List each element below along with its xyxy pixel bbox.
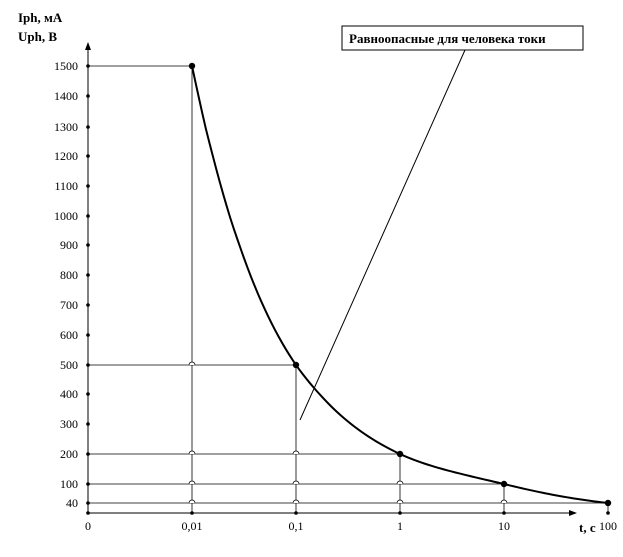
y-tick-mark xyxy=(86,273,90,277)
y-tick-label: 700 xyxy=(60,298,78,312)
y-tick-label: 1300 xyxy=(54,120,78,134)
x-tick-label: 10 xyxy=(498,519,510,533)
y-tick-label: 800 xyxy=(60,268,78,282)
x-tick-mark xyxy=(502,511,506,515)
x-tick-label: 0 xyxy=(85,519,91,533)
guide-crossing-hop xyxy=(188,361,196,366)
data-point xyxy=(500,480,508,488)
y-tick-mark xyxy=(86,333,90,337)
y-axis-label-line2: Uph, В xyxy=(18,29,57,44)
x-tick-label: 1 xyxy=(397,519,403,533)
y-tick-label: 1200 xyxy=(54,149,78,163)
data-points xyxy=(188,62,612,507)
y-axis-label-line1: Iph, мА xyxy=(18,10,63,25)
guide-crossing-hop xyxy=(188,450,196,455)
y-tick-label: 900 xyxy=(60,238,78,252)
guide-crossing-hop xyxy=(396,480,404,485)
y-tick-label: 1400 xyxy=(54,89,78,103)
series-line xyxy=(191,65,609,504)
y-tick-label: 1100 xyxy=(54,179,78,193)
y-tick-label: 40 xyxy=(66,496,78,510)
x-tick-mark xyxy=(294,511,298,515)
ticks xyxy=(86,64,610,515)
y-tick-mark xyxy=(86,243,90,247)
y-tick-mark xyxy=(86,214,90,218)
x-tick-label: 0,1 xyxy=(289,519,304,533)
y-tick-label: 400 xyxy=(60,387,78,401)
annotation-text: Равноопасные для человека токи xyxy=(349,31,546,46)
data-point xyxy=(396,450,404,458)
guide-crossing-hop xyxy=(292,499,300,504)
guide-crossing-hop xyxy=(500,499,508,504)
axes xyxy=(85,42,577,516)
guide-crossing-hop xyxy=(292,480,300,485)
y-tick-mark xyxy=(86,501,90,505)
guide-lines xyxy=(88,65,609,513)
annotation-box xyxy=(341,25,584,51)
y-tick-mark xyxy=(86,452,90,456)
data-point xyxy=(292,361,300,369)
y-tick-mark xyxy=(86,64,90,68)
data-point xyxy=(188,62,196,70)
y-tick-mark xyxy=(86,303,90,307)
data-point xyxy=(604,499,612,507)
guide-crossing-hop xyxy=(188,480,196,485)
y-tick-mark xyxy=(86,94,90,98)
x-tick-label: 0,01 xyxy=(182,519,203,533)
x-tick-mark xyxy=(190,511,194,515)
x-tick-mark xyxy=(606,511,610,515)
y-axis-arrow xyxy=(85,42,91,50)
y-tick-label: 1000 xyxy=(54,209,78,223)
y-tick-label: 200 xyxy=(60,447,78,461)
x-axis-arrow xyxy=(569,510,577,516)
annotation-leader-line xyxy=(299,49,466,421)
y-tick-label: 500 xyxy=(60,358,78,372)
guide-crossing-hop xyxy=(396,499,404,504)
y-tick-mark xyxy=(86,363,90,367)
x-tick-mark xyxy=(86,511,90,515)
x-tick-label: 100 xyxy=(599,519,617,533)
y-tick-label: 600 xyxy=(60,328,78,342)
y-tick-mark xyxy=(86,392,90,396)
x-tick-mark xyxy=(398,511,402,515)
y-tick-label: 300 xyxy=(60,417,78,431)
y-tick-mark xyxy=(86,125,90,129)
y-tick-mark xyxy=(86,482,90,486)
guide-crossing-hop xyxy=(292,450,300,455)
y-tick-mark xyxy=(86,422,90,426)
y-tick-label: 1500 xyxy=(54,59,78,73)
tick-labels: 4010020030040050060070080090010001100120… xyxy=(54,59,617,533)
guide-crossing-hop xyxy=(188,499,196,504)
y-tick-mark xyxy=(86,184,90,188)
y-tick-label: 100 xyxy=(60,477,78,491)
x-axis-label: t, c xyxy=(579,520,596,535)
series-curve xyxy=(191,65,609,504)
y-tick-mark xyxy=(86,154,90,158)
